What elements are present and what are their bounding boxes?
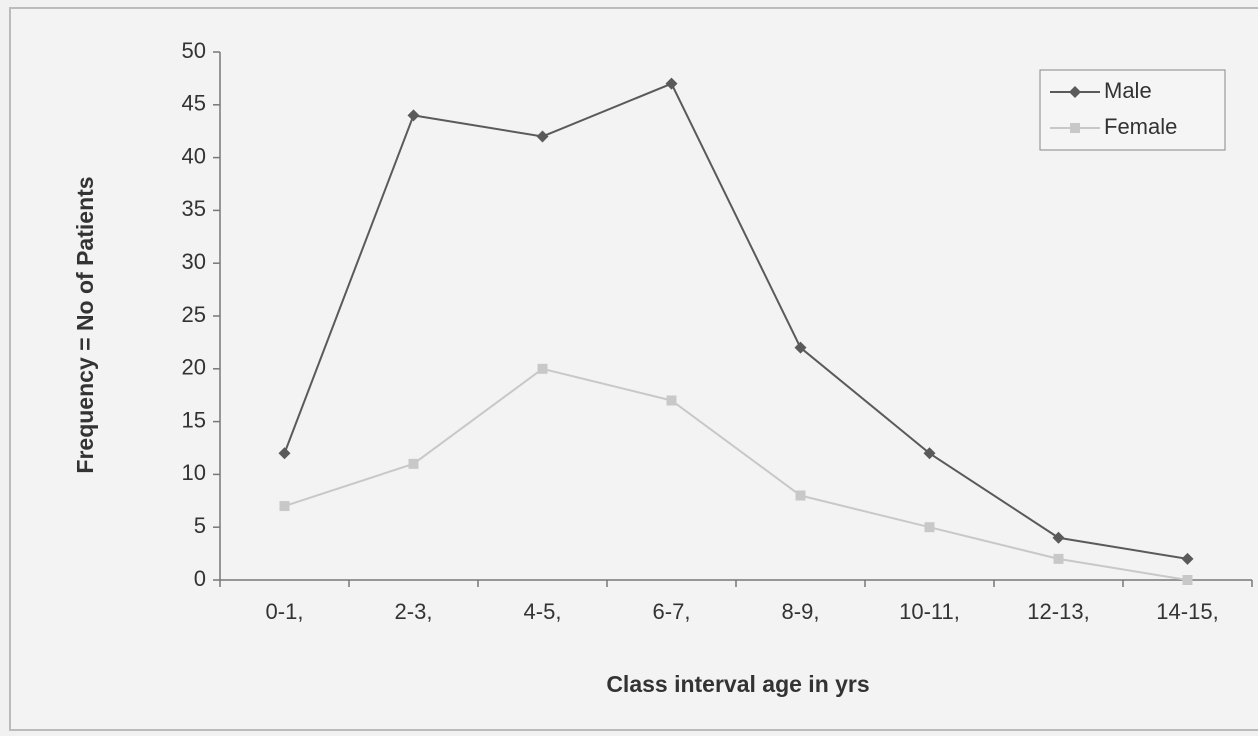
marker	[794, 341, 807, 354]
marker	[279, 501, 290, 512]
y-tick-label: 45	[182, 91, 206, 116]
marker	[1052, 531, 1065, 544]
y-axis-label: Frequency = No of Patients	[72, 176, 98, 473]
marker	[924, 522, 935, 533]
marker	[665, 77, 678, 90]
marker	[407, 109, 420, 122]
marker	[408, 458, 419, 469]
marker	[795, 490, 806, 501]
legend-box	[1039, 69, 1226, 151]
series-line	[284, 367, 1188, 581]
y-tick-label: 40	[182, 143, 206, 168]
x-tick-label: 8-9,	[782, 599, 820, 624]
marker	[278, 447, 291, 460]
marker	[1182, 575, 1193, 585]
legend-label: Male	[1104, 78, 1152, 103]
y-tick-label: 5	[194, 513, 206, 538]
marker	[536, 130, 549, 143]
series-line	[283, 82, 1188, 560]
x-tick-label: 4-5,	[524, 599, 562, 624]
marker	[1053, 553, 1064, 564]
y-tick-label: 50	[182, 38, 206, 63]
y-tick-label: 20	[182, 355, 206, 380]
y-tick-label: 0	[194, 566, 206, 591]
legend-marker	[1070, 123, 1080, 133]
y-tick-label: 35	[182, 196, 206, 221]
x-tick-label: 0-1,	[266, 599, 304, 624]
marker	[666, 395, 677, 406]
marker	[1181, 552, 1194, 565]
x-tick-label: 14-15,	[1156, 599, 1218, 624]
y-tick-label: 15	[182, 407, 206, 432]
legend-marker	[1069, 86, 1081, 98]
y-tick-label: 25	[182, 302, 206, 327]
x-tick-label: 2-3,	[395, 599, 433, 624]
y-tick-label: 10	[182, 460, 206, 485]
x-tick-label: 12-13,	[1027, 599, 1089, 624]
marker	[537, 363, 548, 374]
x-axis-label: Class interval age in yrs	[606, 671, 869, 697]
marker	[923, 447, 936, 460]
x-tick-label: 6-7,	[653, 599, 691, 624]
x-tick-label: 10-11,	[899, 599, 960, 624]
legend-label: Female	[1104, 114, 1177, 139]
y-tick-label: 30	[182, 249, 206, 274]
